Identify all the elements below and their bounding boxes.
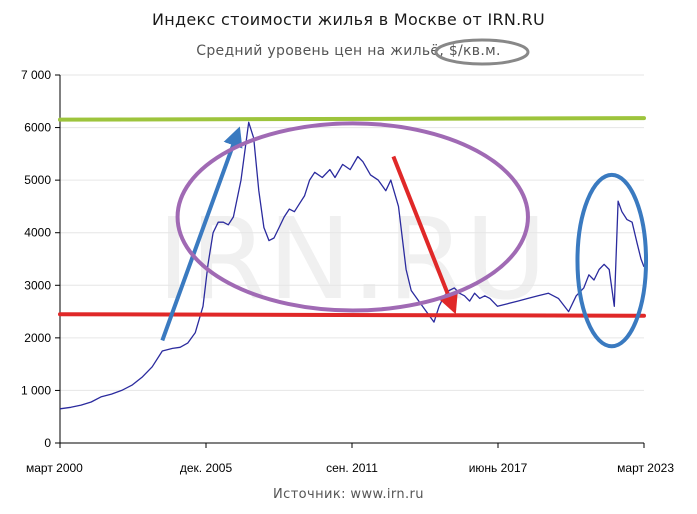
y-tick-label: 5000	[24, 173, 51, 187]
x-tick-label: июнь 2017	[469, 461, 528, 475]
x-tick-label: март 2000	[26, 461, 83, 475]
grid	[60, 74, 644, 391]
annotation-ellipse	[175, 121, 530, 313]
y-tick-label: 1 000	[21, 383, 51, 397]
annotation-ellipse	[575, 172, 649, 349]
y-tick-label: 3000	[24, 278, 51, 292]
y-tick-label: 7 000	[21, 68, 51, 82]
axes	[55, 74, 645, 448]
y-tick-label: 2000	[24, 331, 51, 345]
series-line	[59, 121, 645, 410]
chart-title: Индекс стоимости жилья в Москве от IRN.R…	[152, 10, 545, 29]
annotation-hline	[58, 116, 646, 122]
chart-source: Источник: www.irn.ru	[273, 487, 424, 502]
series	[59, 121, 645, 410]
chart-subtitle: Средний уровень цен на жильё, $/кв.м.	[196, 43, 501, 59]
x-tick-label: сен. 2011	[326, 461, 378, 475]
y-tick-label: 6000	[24, 121, 51, 135]
watermark: IRN.RU	[157, 195, 547, 325]
annotation-arrow	[391, 155, 458, 315]
x-tick-label: март 2023	[617, 461, 674, 475]
y-tick-label: 0	[44, 436, 51, 450]
annotation-unit-ellipse	[434, 38, 530, 66]
annotation-arrow	[160, 126, 243, 342]
annotation-hline	[58, 312, 646, 318]
x-ticks: март 2000 дек. 2005 сен. 2011 июнь 2017 март…	[26, 461, 674, 475]
y-tick-label: 4000	[24, 226, 51, 240]
x-tick-label: дек. 2005	[180, 461, 233, 475]
y-ticks: 0 1 000 2000 3000 4000 5000 6000 7 000	[21, 68, 51, 450]
annotations	[58, 38, 649, 349]
